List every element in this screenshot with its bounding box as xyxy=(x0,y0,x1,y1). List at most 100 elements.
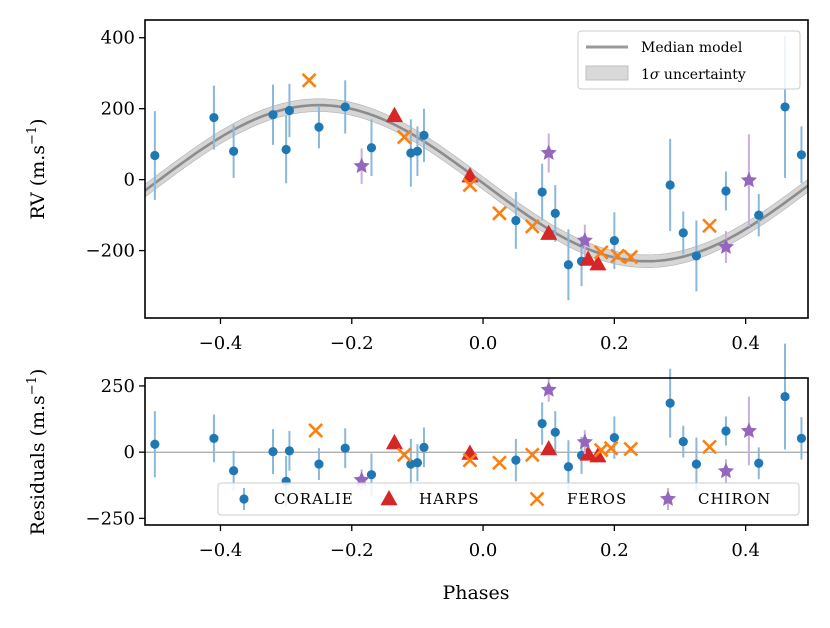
res-coralie-point xyxy=(511,455,521,465)
rv-plot-frame xyxy=(144,19,809,319)
rv-y-tick-label: 400 xyxy=(101,28,135,49)
residuals-y-axis-label-close: ) xyxy=(27,369,49,376)
res-coralie-point xyxy=(550,427,560,437)
legend-uncertainty-label-post: uncertainty xyxy=(659,67,745,83)
rv-coralie-point xyxy=(150,150,160,161)
res-feros-point xyxy=(603,440,619,456)
res-coralie-point xyxy=(796,433,807,443)
residuals-legend-items: CORALIE HARPS FEROS CHIRON xyxy=(239,488,771,510)
legend-uncertainty-label-pre: 1 xyxy=(641,67,650,83)
rv-model-uncertainty-band xyxy=(144,98,809,268)
rv-legend-frame xyxy=(577,30,801,90)
res-coralie-point xyxy=(284,446,295,456)
rv-chiron-point xyxy=(540,144,557,160)
res-x-tick-label: 0.2 xyxy=(600,540,629,561)
rv-y-axis-label: RV (m.s−1) xyxy=(25,118,49,219)
legend-uncertainty-label-sigma: σ xyxy=(650,67,660,83)
rv-legend: Median model 1σ uncertainty xyxy=(577,30,801,90)
rv-panel: −0.4 −0.2 0.0 0.2 0.4 −200 0 200 400 RV (m.s−1)… xyxy=(25,19,809,354)
rv-coralie-point xyxy=(268,110,278,120)
res-feros-point xyxy=(702,439,717,455)
residuals-y-axis-label: Residuals (m.s−1) xyxy=(25,369,49,536)
rv-coralie-point xyxy=(780,102,790,112)
rv-chiron-point xyxy=(717,238,735,254)
rv-coralie-point xyxy=(511,215,521,226)
res-x-tick-label: −0.4 xyxy=(199,540,243,561)
rv-y-tick-label: 200 xyxy=(101,99,135,120)
legend-harps-marker xyxy=(380,490,398,506)
rv-y-axis-label-exponent: −1 xyxy=(25,126,40,145)
rv-x-tick-label: −0.4 xyxy=(199,333,243,354)
res-coralie-point xyxy=(678,436,688,447)
res-coralie-point xyxy=(609,432,619,443)
rv-coralie-point xyxy=(419,130,429,140)
rv-feros-point xyxy=(492,205,507,221)
residuals-panel: −0.4 −0.2 0.0 0.2 0.4 −250 0 250 Residuals (m.… xyxy=(25,343,809,604)
residuals-legend-frame xyxy=(217,482,800,516)
legend-harps-label: HARPS xyxy=(419,490,480,508)
rv-feros-point xyxy=(623,249,639,265)
rv-y-tick-label: −200 xyxy=(86,241,135,262)
rv-feros-point xyxy=(610,248,626,264)
rv-coralie-point xyxy=(609,236,619,246)
rv-coralie-point xyxy=(314,122,324,132)
rv-coralie-point xyxy=(366,143,377,153)
rv-feros-point xyxy=(702,218,717,234)
res-chiron-point xyxy=(717,462,735,479)
rv-feros-point xyxy=(524,219,540,234)
res-x-tick-label: 0.4 xyxy=(731,540,760,561)
legend-coralie-marker xyxy=(239,494,249,504)
rv-x-tick-label: 0.0 xyxy=(469,333,498,354)
rv-chiron-point xyxy=(740,171,757,188)
rv-coralie-point xyxy=(412,146,423,156)
res-coralie-point xyxy=(314,459,324,469)
res-coralie-point xyxy=(721,426,731,436)
res-coralie-point xyxy=(340,443,350,453)
rv-coralie-point xyxy=(229,146,239,156)
rv-harps-point xyxy=(589,255,607,271)
rv-coralie-point xyxy=(796,150,807,160)
rv-data-points xyxy=(150,35,807,301)
rv-feros-point xyxy=(462,177,478,193)
legend-chiron-label: CHIRON xyxy=(698,490,771,508)
res-harps-point xyxy=(540,439,558,456)
res-harps-point xyxy=(579,445,597,461)
res-chiron-point xyxy=(740,422,757,438)
res-y-tick-label: −250 xyxy=(86,508,135,529)
legend-feros-label: FEROS xyxy=(567,490,627,508)
res-coralie-point xyxy=(754,458,764,468)
legend-median-model-label: Median model xyxy=(641,40,743,56)
residuals-legend: CORALIE HARPS FEROS CHIRON xyxy=(217,482,800,516)
rv-feros-point xyxy=(396,129,412,145)
res-coralie-point xyxy=(209,433,219,443)
res-harps-point xyxy=(385,433,403,450)
residuals-data-points xyxy=(150,343,807,507)
res-y-tick-label: 0 xyxy=(124,442,135,463)
rv-coralie-point xyxy=(691,251,702,261)
res-y-tick-label: 250 xyxy=(101,376,135,397)
res-chiron-point xyxy=(576,433,593,449)
rv-x-tick-label: 0.4 xyxy=(731,333,760,354)
residuals-y-ticks: −250 0 250 xyxy=(86,376,145,529)
rv-coralie-point xyxy=(340,102,350,112)
res-feros-point xyxy=(308,423,324,438)
rv-coralie-point xyxy=(537,187,547,197)
res-coralie-point xyxy=(150,439,160,449)
rv-x-tick-label: 0.2 xyxy=(600,333,629,354)
res-coralie-point xyxy=(412,458,423,468)
legend-feros-marker xyxy=(529,491,545,507)
res-coralie-point xyxy=(366,470,377,480)
rv-chiron-point xyxy=(353,157,370,174)
rv-y-ticks: −200 0 200 400 xyxy=(86,28,145,262)
residuals-y-axis-label-exponent: −1 xyxy=(25,376,40,395)
rv-x-ticks: −0.4 −0.2 0.0 0.2 0.4 xyxy=(199,318,760,354)
rv-harps-point xyxy=(385,106,403,123)
residuals-y-axis-label-main: Residuals (m.s xyxy=(27,395,49,535)
rv-coralie-point xyxy=(284,105,295,116)
rv-coralie-point xyxy=(678,228,688,238)
legend-uncertainty-swatch xyxy=(585,65,629,81)
rv-harps-point xyxy=(540,224,558,240)
res-coralie-point xyxy=(780,391,790,402)
rv-chiron-point xyxy=(576,232,593,248)
res-coralie-point xyxy=(665,398,675,408)
